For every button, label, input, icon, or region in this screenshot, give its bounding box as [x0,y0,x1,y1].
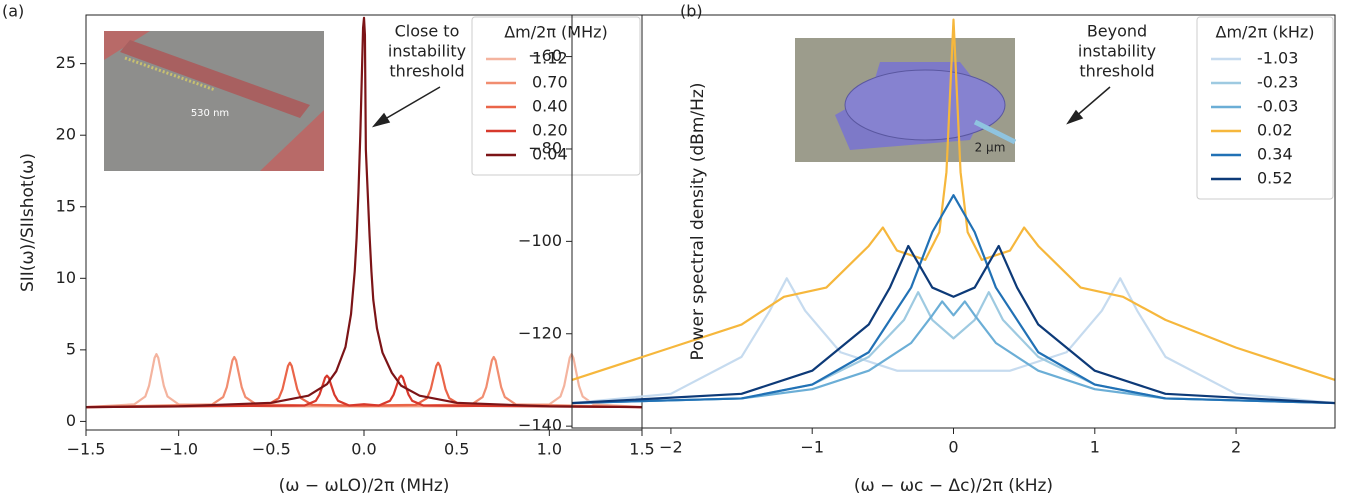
legend-label: -0.03 [1257,97,1298,116]
x-axis-label: (ω − ωc − Δc)/2π (kHz) [854,476,1053,496]
legend-label: 0.34 [1257,145,1293,164]
y-axis-label: Power spectral density (dBm/Hz) [688,83,708,361]
y-tick-label: 0 [66,411,76,430]
x-tick-label: 0.0 [351,440,376,459]
panel-label: (b) [680,2,703,21]
legend-title: Δm/2π (kHz) [1216,23,1315,42]
x-tick-label: 1.0 [537,440,562,459]
annotation: Close to [395,22,460,41]
inset-image [104,31,324,171]
x-tick-label: 0.5 [444,440,469,459]
x-tick-label: −0.5 [252,440,291,459]
inset-image [795,38,1017,162]
y-tick-label: 20 [56,125,76,144]
y-tick-label: 10 [56,268,76,287]
legend-label: 0.04 [532,145,568,164]
x-tick-label: 1.5 [629,440,654,459]
y-tick-label: 15 [56,196,76,215]
annotation: threshold [389,62,464,81]
legend-label: 1.12 [532,49,568,68]
x-tick-label: −1.5 [67,440,106,459]
y-tick-label: −100 [518,231,562,250]
y-tick-label: −120 [518,323,562,342]
x-tick-label: 0 [948,438,958,457]
y-tick-label: −140 [518,416,562,435]
y-axis-label: SII(ω)/SIIshot(ω) [18,153,38,292]
data-line [571,244,1336,405]
legend-label: 0.20 [532,121,568,140]
data-line [85,16,643,409]
legend-title: Δm/2π (MHz) [504,23,608,42]
panel-label: (a) [2,2,24,21]
x-tick-label: −2 [659,438,683,457]
data-line [85,353,643,409]
y-tick-label: −60 [528,46,562,65]
annotation: threshold [1079,62,1154,81]
data-line [571,291,1336,405]
x-tick-label: −1 [800,438,824,457]
data-line [85,355,643,409]
y-tick-label: 25 [56,53,76,72]
y-tick-label: 5 [66,339,76,358]
inset-label: 530 nm [191,108,229,119]
legend-label: 0.52 [1257,169,1293,188]
data-line [571,18,1336,382]
legend-label: 0.70 [532,73,568,92]
data-line [571,300,1336,405]
legend-label: 0.02 [1257,121,1293,140]
legend-label: -1.03 [1257,49,1298,68]
legend-box [1196,16,1334,200]
annotation: Beyond [1087,22,1147,41]
y-tick-label: −80 [528,138,562,157]
x-tick-label: 1 [1090,438,1100,457]
data-line [85,361,643,409]
data-line [571,194,1336,405]
data-line [571,277,1336,405]
data-line [85,374,643,409]
x-tick-label: 2 [1231,438,1241,457]
annotation-arrow [371,86,1111,128]
legend-label: -0.23 [1257,73,1298,92]
x-axis-label: (ω − ωLO)/2π (MHz) [279,476,450,496]
inset-label: 2 μm [975,141,1006,155]
x-tick-label: −1.0 [159,440,198,459]
annotation: instability [388,42,466,61]
legend-box [471,16,641,176]
annotation: instability [1078,42,1156,61]
legend-label: 0.40 [532,97,568,116]
